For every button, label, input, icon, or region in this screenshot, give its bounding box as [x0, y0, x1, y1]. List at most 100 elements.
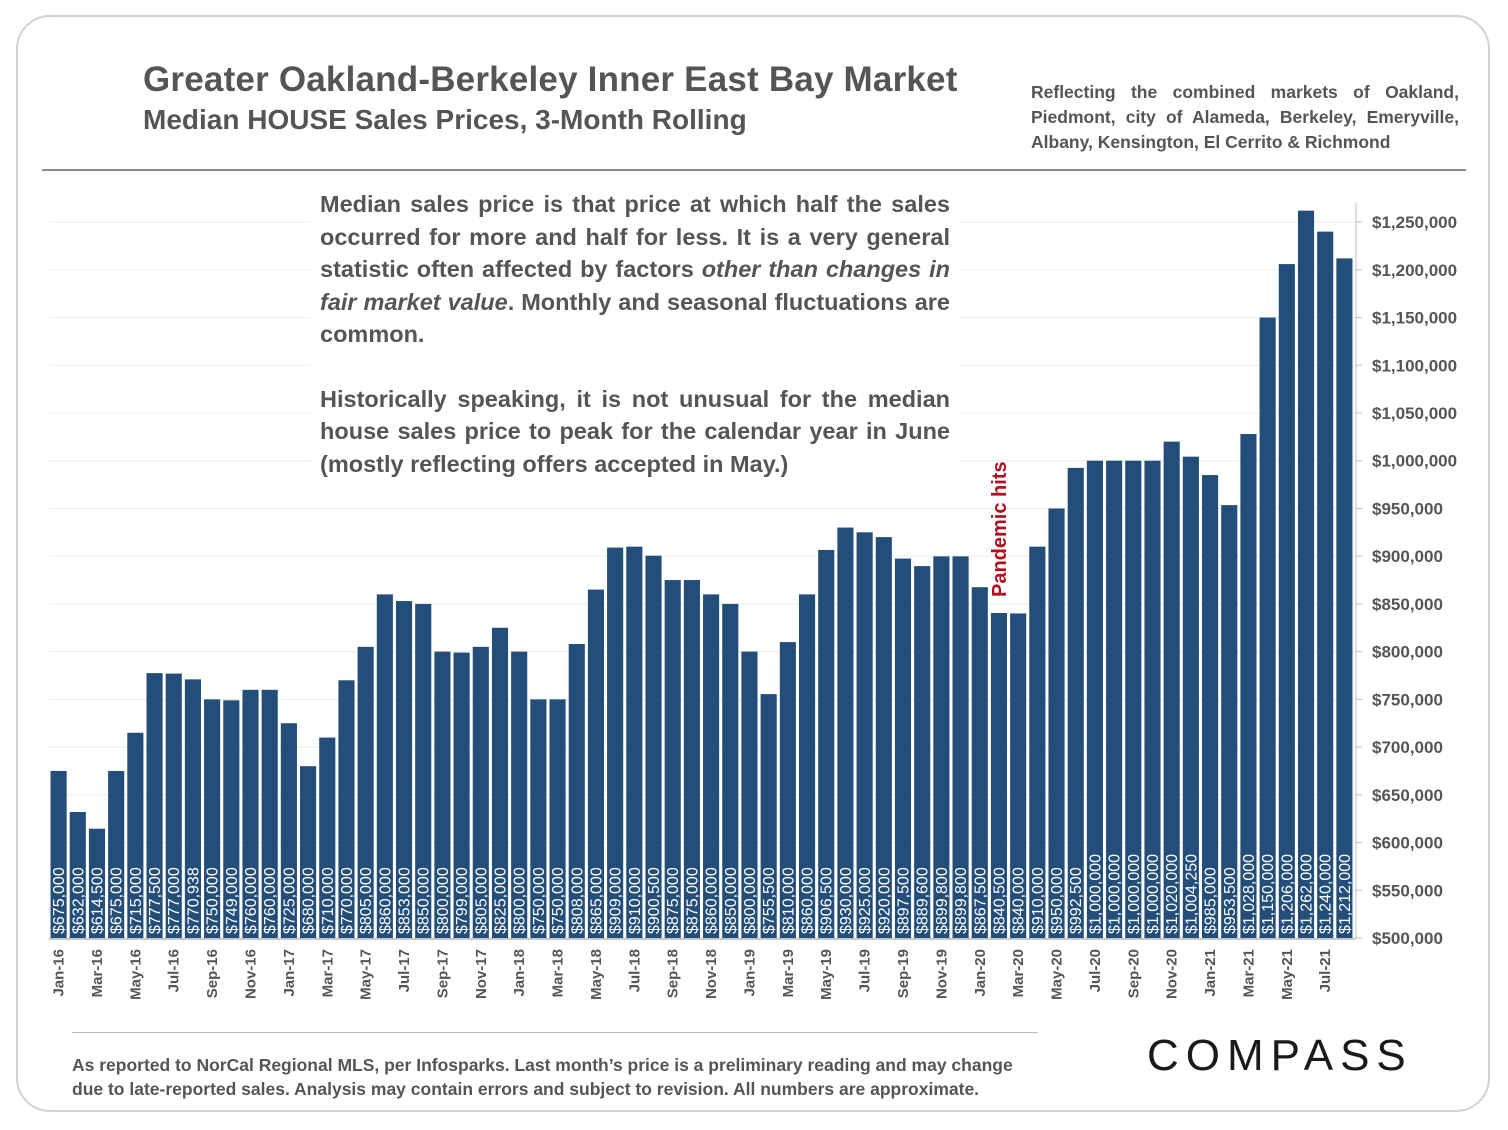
bar	[1163, 441, 1180, 938]
bar-data-label: $710,000	[320, 867, 337, 934]
bar-data-label: $899,800	[934, 867, 951, 934]
bar-data-label: $992,500	[1068, 867, 1085, 934]
y-tick-label: $650,000	[1372, 786, 1443, 805]
bar	[146, 673, 163, 938]
bar	[453, 652, 470, 938]
bar-data-label: $1,206,000	[1279, 854, 1296, 934]
compass-logo: COMPASS	[1147, 1031, 1413, 1080]
bar-data-label: $860,000	[800, 867, 817, 934]
bar	[760, 694, 777, 938]
y-tick-label: $1,100,000	[1372, 356, 1457, 375]
y-tick-label: $1,050,000	[1372, 404, 1457, 423]
bar-data-label: $867,500	[972, 867, 989, 934]
x-tick-label: Jan-17	[281, 949, 298, 997]
explanation-box: Median sales price is that price at whic…	[310, 186, 958, 488]
bar	[837, 527, 854, 938]
x-tick-label: Mar-18	[550, 949, 567, 997]
bar	[491, 627, 509, 938]
bar-data-labels: $675,000 $632,000 $614,500 $675,000 $715,000…	[51, 854, 1354, 934]
x-tick-label: May-19	[818, 949, 835, 1000]
x-tick-label: Mar-17	[319, 949, 336, 997]
x-tick-label: Jan-20	[972, 949, 989, 997]
bar-data-label: $760,000	[243, 867, 260, 934]
bar-data-label: $910,000	[1030, 867, 1047, 934]
bar-data-label: $680,000	[301, 867, 318, 934]
bar	[683, 580, 700, 938]
bar	[395, 601, 413, 938]
bar	[818, 549, 835, 938]
bar	[1297, 210, 1315, 939]
bar-data-label: $985,000	[1203, 867, 1220, 934]
bar-data-label: $805,000	[473, 867, 490, 934]
bar-data-label: $799,000	[454, 867, 471, 934]
bar-data-label: $925,000	[857, 867, 874, 934]
bar	[1125, 460, 1142, 938]
bar	[242, 689, 259, 938]
x-tick-label: Sep-16	[204, 949, 221, 998]
bar	[415, 603, 432, 938]
bar-data-label: $853,000	[397, 867, 414, 934]
bar	[88, 828, 106, 938]
card-frame	[16, 15, 1490, 1112]
bar-data-label: $632,000	[70, 867, 87, 934]
x-tick-label: Nov-19	[933, 949, 950, 999]
bar-data-label: $675,000	[109, 867, 126, 934]
bar-data-label: $675,000	[51, 867, 68, 934]
bar	[280, 723, 297, 938]
y-tick-label: $500,000	[1372, 929, 1443, 948]
bar-data-label: $920,000	[876, 867, 893, 934]
bar-data-label: $1,150,000	[1260, 854, 1277, 934]
bar-data-label: $950,000	[1049, 867, 1066, 934]
x-tick-label: Jul-20	[1087, 949, 1104, 992]
x-tick-label: Jul-21	[1317, 949, 1334, 992]
bars	[50, 210, 1353, 939]
bar-data-label: $750,000	[531, 867, 548, 934]
bar-data-label: $840,000	[1011, 867, 1028, 934]
bar-data-label: $614,500	[89, 867, 106, 934]
bar-data-label: $750,000	[550, 867, 567, 934]
y-tick-label: $1,150,000	[1372, 309, 1457, 328]
bar-data-label: $850,000	[416, 867, 433, 934]
bar	[1029, 546, 1046, 938]
bar	[1336, 258, 1353, 938]
x-tick-label: Nov-16	[243, 949, 260, 999]
bar	[1182, 456, 1199, 938]
footnote-line-1: As reported to NorCal Regional MLS, per …	[72, 1055, 1013, 1075]
y-axis: $500,000 $550,000 $600,000 $650,000 $700,000…	[1355, 203, 1457, 948]
bar	[607, 547, 624, 938]
x-tick-label: Mar-20	[1010, 949, 1027, 997]
y-tick-label: $550,000	[1372, 881, 1443, 900]
bar-data-label: $825,000	[492, 867, 509, 934]
bar	[645, 555, 662, 938]
x-tick-label: Jul-16	[166, 949, 183, 992]
y-tick-label: $700,000	[1372, 738, 1443, 757]
bar	[338, 680, 355, 938]
bar	[1144, 460, 1161, 938]
bar	[1106, 460, 1123, 938]
bar	[626, 546, 643, 938]
bar	[664, 580, 681, 938]
bar	[69, 812, 86, 938]
bar	[856, 532, 873, 938]
bar	[1259, 317, 1276, 939]
bar-data-label: $808,000	[569, 867, 586, 934]
bar-data-label: $860,000	[704, 867, 721, 934]
bar-data-label: $1,000,000	[1126, 854, 1143, 934]
x-tick-label: Sep-19	[895, 949, 912, 998]
bar-data-label: $909,000	[608, 867, 625, 934]
bar-data-label: $770,000	[339, 867, 356, 934]
x-tick-label: May-18	[588, 949, 605, 1000]
bar-data-label: $1,004,250	[1183, 854, 1200, 934]
bar-data-label: $930,000	[838, 867, 855, 934]
bar	[703, 594, 720, 938]
x-tick-label: Sep-17	[434, 949, 451, 998]
x-tick-label: May-16	[127, 949, 144, 1000]
bar-data-label: $800,000	[435, 867, 452, 934]
y-tick-label: $750,000	[1372, 690, 1443, 709]
y-tick-label: $1,000,000	[1372, 452, 1457, 471]
x-tick-label: Jan-18	[511, 949, 528, 997]
x-tick-label: Jan-16	[51, 949, 68, 997]
bar	[1317, 231, 1334, 939]
bar-data-label: $1,000,000	[1107, 854, 1124, 934]
